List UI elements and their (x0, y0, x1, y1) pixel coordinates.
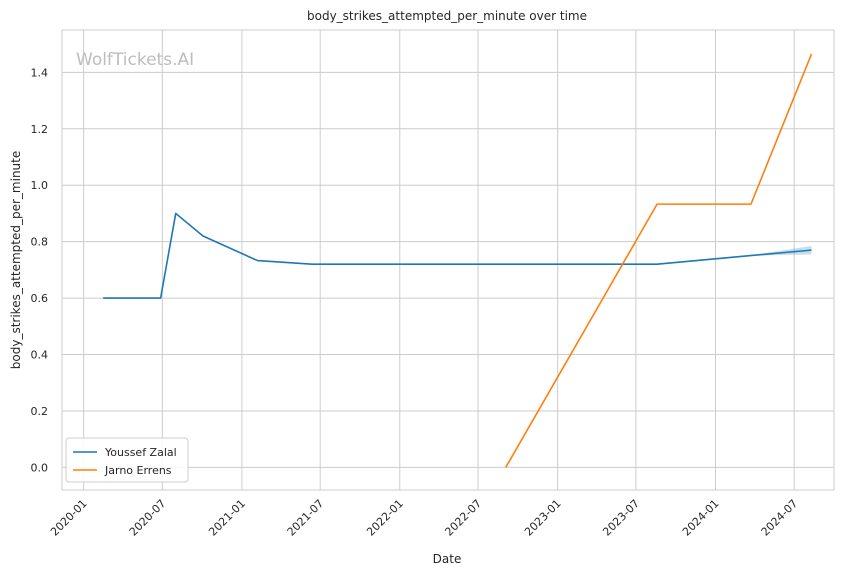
legend-label-jarno-errens: Jarno Errens (104, 464, 172, 477)
x-tick-label: 2021-07 (285, 497, 327, 539)
y-tick-label: 0.4 (31, 349, 49, 362)
x-gridlines (83, 30, 795, 490)
x-tick-label: 2023-01 (522, 497, 564, 539)
x-axis-title: Date (433, 552, 462, 566)
y-tick-label: 0.0 (31, 461, 49, 474)
y-tick-label: 0.6 (31, 292, 49, 305)
y-tick-labels: 0.0 0.2 0.4 0.6 0.8 1.0 1.2 1.4 (31, 66, 49, 474)
y-tick-label: 1.2 (31, 123, 49, 136)
confidence-band (747, 245, 812, 256)
chart-title: body_strikes_attempted_per_minute over t… (307, 9, 587, 23)
x-tick-label: 2021-01 (206, 497, 248, 539)
confidence-bands (747, 245, 812, 256)
x-tick-label: 2022-01 (364, 497, 406, 539)
y-gridlines (62, 71, 834, 468)
series-lines (103, 53, 813, 468)
y-tick-label: 0.8 (31, 236, 49, 249)
watermark: WolfTickets.AI (76, 50, 194, 70)
legend-box (65, 437, 189, 483)
x-tick-labels: 2020-01 2020-07 2021-01 2021-07 2022-01 2022-… (48, 497, 800, 539)
y-axis-title: body_strikes_attempted_per_minute (9, 151, 23, 369)
x-tick-label: 2022-07 (442, 497, 484, 539)
x-tick-label: 2024-07 (759, 497, 801, 539)
plot-area (61, 29, 835, 491)
legend-label-youssef-zalal: Youssef Zalal (104, 446, 177, 459)
y-tick-label: 1.0 (31, 179, 49, 192)
series-line-jarno-errens (505, 53, 813, 468)
x-tick-label: 2024-01 (680, 497, 722, 539)
legend: Youssef Zalal Jarno Errens (65, 437, 189, 483)
x-tick-label: 2020-01 (48, 497, 90, 539)
x-tick-label: 2020-07 (127, 497, 169, 539)
y-tick-label: 1.4 (31, 66, 49, 79)
series-line-youssef-zalal (103, 212, 812, 299)
y-tick-label: 0.2 (31, 405, 49, 418)
x-tick-label: 2023-07 (600, 497, 642, 539)
